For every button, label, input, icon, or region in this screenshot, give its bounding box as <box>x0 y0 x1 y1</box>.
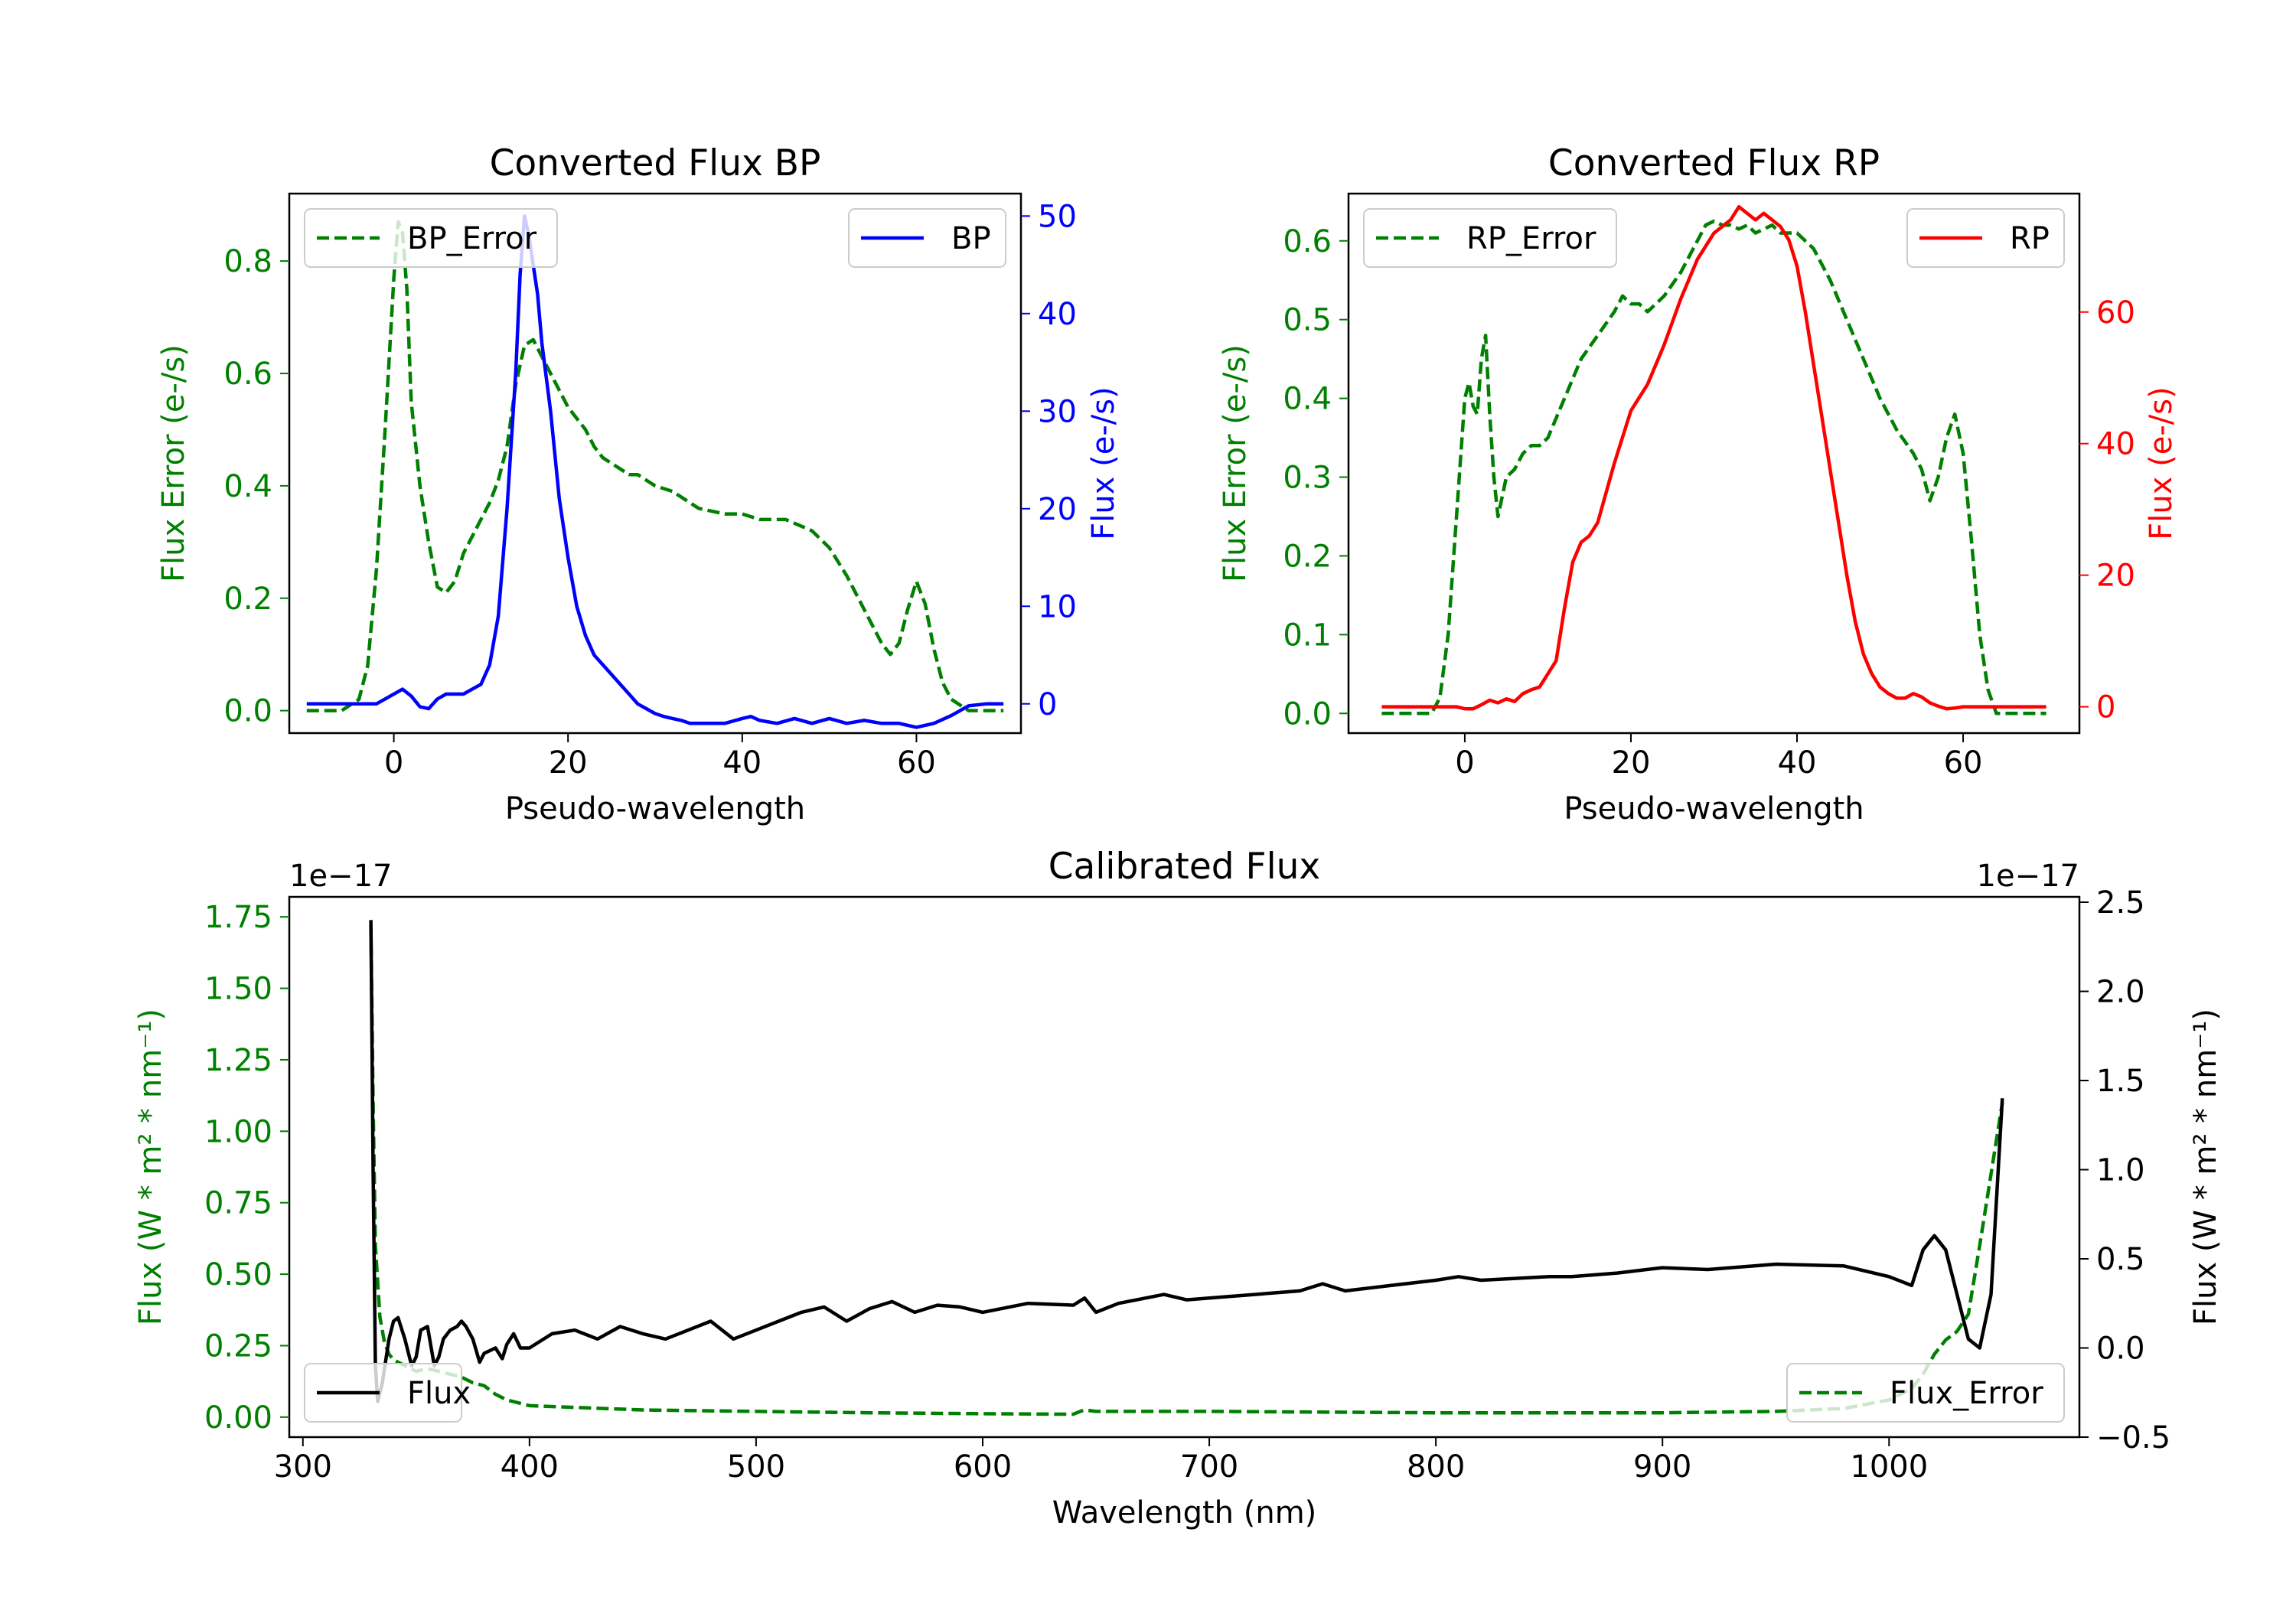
x-tick-label: 0 <box>1455 745 1474 781</box>
right-y-tick-label: 1.0 <box>2096 1152 2145 1188</box>
left-axis-offset-text: 1e−17 <box>289 859 392 894</box>
legend-box-bp <box>848 208 1006 268</box>
left-y-axis-label: Flux Error (e-/s) <box>1218 344 1253 582</box>
right-y-tick-label: 40 <box>2096 427 2135 462</box>
chart-title: Converted Flux RP <box>1548 142 1880 184</box>
series-line-bp-error <box>306 220 1004 712</box>
left-y-tick-label: 0.50 <box>204 1257 272 1292</box>
right-y-tick-label: −0.5 <box>2096 1420 2170 1455</box>
right-y-axis-label: Flux (e-/s) <box>1086 386 1121 539</box>
left-y-tick-label: 1.75 <box>204 900 272 935</box>
left-y-tick-label: 0.3 <box>1283 461 1332 496</box>
left-y-tick-label: 0.0 <box>223 694 272 729</box>
legend-box-rp <box>1906 208 2065 268</box>
left-y-tick-label: 0.2 <box>223 582 272 617</box>
calibrated-chart-panel: 300 400 500 600 700 800 900 1000 0.00 0.25 0.50 0.7… <box>133 846 2223 1530</box>
left-y-tick-label: 0.2 <box>1283 539 1332 574</box>
x-tick-label: 400 <box>501 1449 559 1485</box>
chart-title: Converted Flux BP <box>490 142 821 184</box>
legend-box-rp-error <box>1363 208 1617 268</box>
left-y-tick-label: 0.00 <box>204 1400 272 1436</box>
left-y-tick-label: 0.0 <box>1283 696 1332 732</box>
x-tick-label: 40 <box>722 745 762 781</box>
right-y-tick-label: 50 <box>1038 199 1077 234</box>
x-tick-label: 300 <box>274 1449 332 1485</box>
right-y-tick-label: 1.5 <box>2096 1064 2145 1099</box>
axes-frame <box>288 895 2081 1439</box>
right-y-tick-label: 60 <box>2096 295 2135 331</box>
legend-label: BP_Error <box>407 221 537 256</box>
legend-label: RP_Error <box>1466 221 1596 256</box>
left-y-tick-label: 0.6 <box>1283 224 1332 259</box>
x-tick-label: 1000 <box>1850 1449 1928 1485</box>
bp-chart-panel: 0 20 40 60 0.0 0.2 0.4 0.6 0.8 0 10 20 30 40 50 Convert… <box>156 142 1121 826</box>
x-tick-label: 900 <box>1633 1449 1691 1485</box>
left-y-tick-label: 1.00 <box>204 1114 272 1149</box>
left-y-axis-label: Flux Error (e-/s) <box>156 344 191 582</box>
series-line-rp <box>1381 204 2047 711</box>
series-line-bp <box>306 214 1004 729</box>
right-y-tick-label: 0.5 <box>2096 1242 2145 1277</box>
right-axis-offset-text: 1e−17 <box>1977 859 2079 894</box>
rp-chart-panel: 0 20 40 60 0.0 0.1 0.2 0.3 0.4 0.5 0.6 0 20 40 60 Conve… <box>1218 142 2179 826</box>
x-tick-label: 20 <box>1612 745 1651 781</box>
x-axis-label: Pseudo-wavelength <box>1564 791 1864 826</box>
x-tick-label: 500 <box>727 1449 785 1485</box>
axes-frame <box>288 192 1022 735</box>
x-tick-label: 700 <box>1180 1449 1238 1485</box>
left-y-tick-label: 0.25 <box>204 1328 272 1364</box>
right-y-tick-label: 2.5 <box>2096 885 2145 921</box>
left-y-tick-label: 0.6 <box>223 357 272 392</box>
x-tick-label: 40 <box>1778 745 1817 781</box>
legend-box-bp-error <box>304 208 558 268</box>
x-tick-label: 600 <box>954 1449 1012 1485</box>
left-y-tick-label: 0.1 <box>1283 618 1332 653</box>
right-y-tick-label: 30 <box>1038 394 1077 429</box>
right-y-tick-label: 20 <box>2096 559 2135 594</box>
right-y-tick-label: 0 <box>1038 687 1057 722</box>
series-line-rp-error <box>1381 219 2047 715</box>
x-tick-label: 20 <box>549 745 588 781</box>
legend-box-flux <box>304 1363 462 1423</box>
right-y-tick-label: 2.0 <box>2096 974 2145 1009</box>
left-y-tick-label: 0.4 <box>223 469 272 504</box>
left-y-tick-label: 1.50 <box>204 972 272 1007</box>
right-y-tick-label: 10 <box>1038 589 1077 624</box>
x-tick-label: 800 <box>1407 1449 1465 1485</box>
left-y-tick-label: 0.8 <box>223 244 272 279</box>
series-line-flux <box>369 920 2004 1403</box>
left-y-tick-label: 0.4 <box>1283 382 1332 417</box>
x-tick-label: 60 <box>897 745 936 781</box>
right-y-tick-label: 40 <box>1038 297 1077 332</box>
left-y-tick-label: 0.5 <box>1283 303 1332 338</box>
legend-box-flux-error <box>1786 1363 2065 1423</box>
chart-title: Calibrated Flux <box>1049 846 1321 888</box>
x-axis-label: Pseudo-wavelength <box>505 791 805 826</box>
right-y-tick-label: 20 <box>1038 492 1077 527</box>
legend-label: Flux <box>407 1376 471 1411</box>
left-y-tick-label: 1.25 <box>204 1043 272 1078</box>
right-y-axis-label: Flux (e-/s) <box>2144 386 2179 539</box>
right-y-tick-label: 0.0 <box>2096 1331 2145 1366</box>
legend-label: RP <box>2010 221 2050 256</box>
right-y-tick-label: 0 <box>2096 690 2115 725</box>
right-y-axis-label: Flux (W * m² * nm⁻¹) <box>2188 1009 2223 1325</box>
x-tick-label: 60 <box>1944 745 1983 781</box>
axes-frame <box>1347 192 2081 735</box>
x-axis-label: Wavelength (nm) <box>1052 1495 1317 1530</box>
legend-label: BP <box>951 221 991 256</box>
legend-label: Flux_Error <box>1890 1376 2043 1411</box>
x-tick-label: 0 <box>384 745 403 781</box>
left-y-axis-label: Flux (W * m² * nm⁻¹) <box>133 1009 168 1325</box>
left-y-tick-label: 0.75 <box>204 1186 272 1221</box>
